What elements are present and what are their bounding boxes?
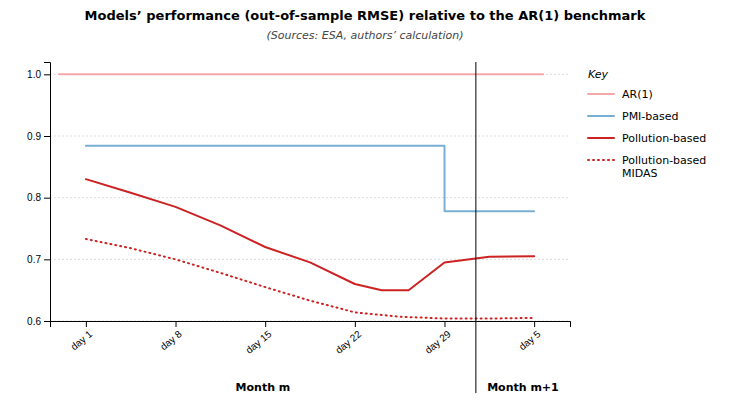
plot: 0.60.70.80.91.0day 1day 8day 15day 22day… bbox=[27, 62, 570, 394]
series-group bbox=[59, 74, 543, 318]
x-axis: day 1 day 8 day 15 day 22 day 29 day 5 bbox=[51, 321, 571, 356]
tick: day 5 bbox=[517, 321, 543, 352]
legend-title: Key bbox=[588, 68, 609, 81]
grid-line bbox=[50, 259, 570, 260]
tick-label: day 1 bbox=[68, 328, 94, 352]
series-line bbox=[86, 239, 534, 319]
legend-swatch bbox=[588, 115, 614, 117]
axis-line bbox=[51, 322, 571, 328]
tick: 0.8 bbox=[27, 192, 50, 203]
tick: day 15 bbox=[243, 321, 273, 356]
y-axis: 0.6 0.7 0.8 0.9 1.0 bbox=[27, 63, 50, 327]
split-line bbox=[475, 62, 476, 393]
legend-swatch bbox=[588, 93, 614, 95]
grid-line bbox=[50, 136, 570, 137]
legend-item: Pollution-basedMIDAS bbox=[588, 154, 706, 180]
legend-swatch bbox=[588, 137, 614, 139]
tick-mark bbox=[44, 321, 50, 322]
tick: day 8 bbox=[158, 321, 184, 352]
tick: 0.6 bbox=[27, 316, 50, 327]
tick-mark bbox=[44, 74, 50, 75]
grid-line bbox=[50, 197, 570, 198]
tick-mark bbox=[534, 321, 535, 327]
tick-label: 0.8 bbox=[27, 192, 41, 203]
legend-label: PMI-based bbox=[622, 110, 679, 123]
tick: day 1 bbox=[68, 321, 94, 352]
series-line bbox=[59, 73, 543, 75]
tick-label: day 29 bbox=[423, 328, 453, 356]
tick-mark bbox=[444, 321, 445, 327]
tick-mark bbox=[355, 321, 356, 327]
tick-label: day 22 bbox=[333, 328, 363, 356]
legend-label-line: MIDAS bbox=[622, 167, 658, 180]
legend-label-line: Pollution-based bbox=[622, 154, 706, 167]
series-line bbox=[86, 146, 534, 211]
tick-label: 0.6 bbox=[27, 316, 41, 327]
tick-label: day 5 bbox=[517, 328, 543, 352]
tick-label: 0.9 bbox=[27, 131, 41, 142]
chart: Models’ performance (out-of-sample RMSE)… bbox=[0, 0, 730, 409]
legend-label: Pollution-basedMIDAS bbox=[622, 154, 706, 180]
tick-label: day 8 bbox=[158, 328, 184, 352]
grid bbox=[50, 74, 570, 321]
legend-label-line: PMI-based bbox=[622, 110, 679, 123]
tick-label: day 15 bbox=[243, 328, 273, 356]
tick: 1.0 bbox=[27, 69, 50, 80]
legend-item: PMI-based bbox=[588, 110, 679, 123]
legend-label: Pollution-based bbox=[622, 132, 706, 145]
tick: 0.9 bbox=[27, 131, 50, 142]
annotation: Month m bbox=[236, 381, 291, 394]
tick-label: 1.0 bbox=[27, 69, 41, 80]
tick-mark bbox=[86, 321, 87, 327]
legend-item: Pollution-based bbox=[588, 132, 706, 145]
legend: KeyAR(1)PMI-basedPollution-basedPollutio… bbox=[588, 68, 706, 180]
tick-mark bbox=[44, 136, 50, 137]
tick-mark bbox=[176, 321, 177, 327]
tick-label: 0.7 bbox=[27, 254, 41, 265]
legend-item: AR(1) bbox=[588, 88, 653, 101]
grid-line bbox=[50, 74, 570, 75]
tick: day 29 bbox=[423, 321, 453, 356]
legend-label-line: AR(1) bbox=[622, 88, 653, 101]
axis-line bbox=[44, 63, 51, 322]
tick-mark bbox=[44, 198, 50, 199]
title: Models’ performance (out-of-sample RMSE)… bbox=[85, 8, 646, 23]
tick-mark bbox=[265, 321, 266, 327]
annotation: Month m+1 bbox=[487, 381, 559, 394]
legend-swatch bbox=[588, 159, 614, 161]
tick: 0.7 bbox=[27, 254, 50, 265]
series-line bbox=[86, 179, 534, 290]
tick: day 22 bbox=[333, 321, 363, 356]
legend-label: AR(1) bbox=[622, 88, 653, 101]
tick-mark bbox=[44, 259, 50, 260]
subtitle: (Sources: ESA, authors’ calculation) bbox=[267, 29, 464, 42]
legend-label-line: Pollution-based bbox=[622, 132, 706, 145]
